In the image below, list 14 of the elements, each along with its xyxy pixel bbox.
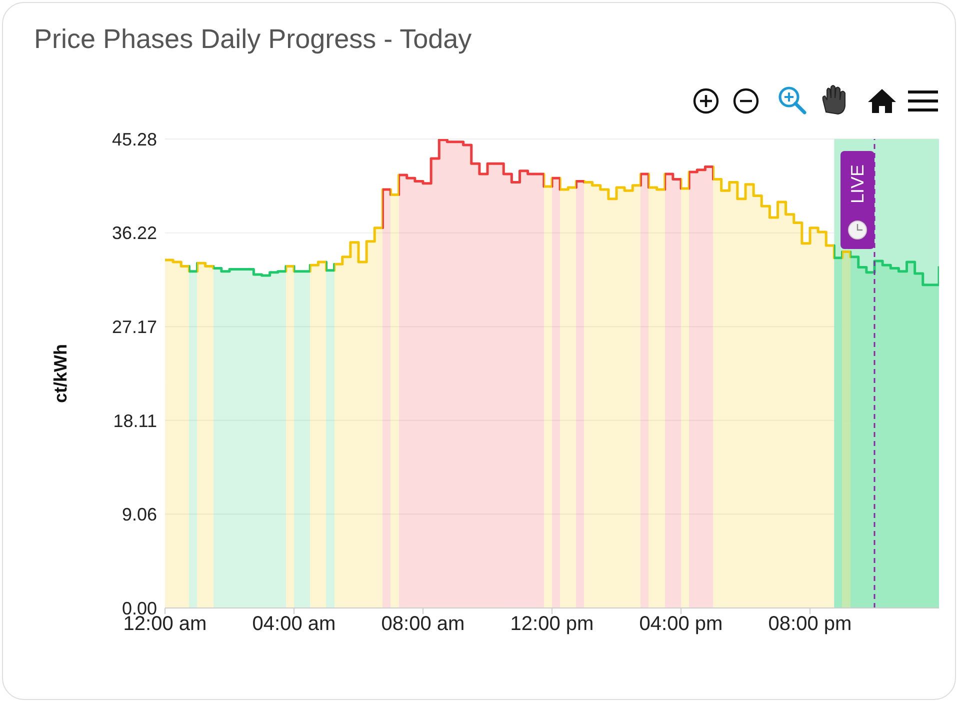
ref-line-label: LIVE xyxy=(848,164,868,204)
x-tick-label: 08:00 pm xyxy=(768,613,852,636)
y-tick-label: 45.28 xyxy=(112,129,157,150)
x-tick-label: 04:00 am xyxy=(252,613,336,636)
y-tick-label: 27.17 xyxy=(112,316,157,337)
x-tick-label: 08:00 am xyxy=(381,613,465,636)
x-tick-label: 12:00 am xyxy=(123,613,207,636)
x-tick-label: 04:00 pm xyxy=(639,613,723,636)
y-axis-title: ct/kWh xyxy=(50,344,70,404)
y-tick-label: 18.11 xyxy=(113,410,157,431)
chart-title: Price Phases Daily Progress - Today xyxy=(34,24,472,55)
x-tick-label: 12:00 pm xyxy=(510,613,594,636)
y-tick-label: 9.06 xyxy=(122,504,157,525)
y-tick-label: 36.22 xyxy=(112,223,157,244)
